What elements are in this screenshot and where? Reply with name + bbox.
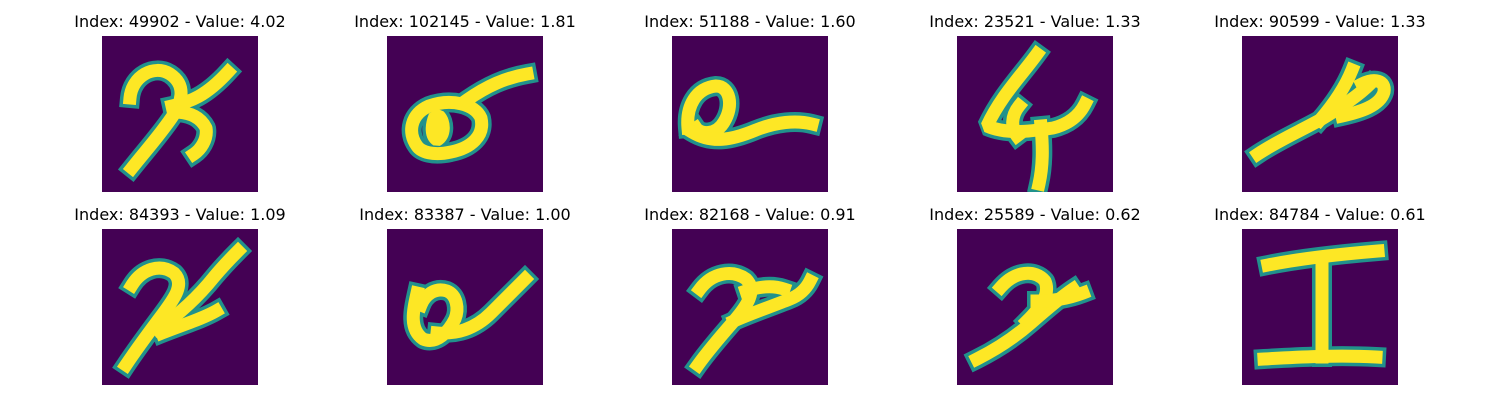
digit-image <box>102 229 258 385</box>
handwritten-loop-with-tail-icon <box>672 36 828 192</box>
digit-image <box>102 36 258 192</box>
handwritten-capital-i-icon <box>1242 229 1398 385</box>
handwritten-two-icon <box>957 229 1113 385</box>
panel-title: Index: 84784 - Value: 0.61 <box>1214 205 1426 224</box>
panel-title: Index: 84393 - Value: 1.09 <box>74 205 286 224</box>
handwritten-four-icon <box>957 36 1113 192</box>
digit-image <box>387 229 543 385</box>
digit-image <box>672 229 828 385</box>
panel-title: Index: 23521 - Value: 1.33 <box>929 12 1141 31</box>
digit-image <box>672 36 828 192</box>
digit-image <box>1242 36 1398 192</box>
panel-title: Index: 49902 - Value: 4.02 <box>74 12 286 31</box>
handwritten-slanted-stroke-icon <box>1242 36 1398 192</box>
handwritten-loop-with-tail-icon <box>387 36 543 192</box>
digit-image <box>387 36 543 192</box>
handwritten-two-looped-icon <box>102 229 258 385</box>
digit-image <box>957 229 1113 385</box>
panel-title: Index: 51188 - Value: 1.60 <box>644 12 856 31</box>
panel-title: Index: 25589 - Value: 0.62 <box>929 205 1141 224</box>
panel-title: Index: 83387 - Value: 1.00 <box>359 205 571 224</box>
panel-title: Index: 82168 - Value: 0.91 <box>644 205 856 224</box>
digit-image <box>957 36 1113 192</box>
handwritten-two-looped-icon <box>102 36 258 192</box>
panel-title: Index: 90599 - Value: 1.33 <box>1214 12 1426 31</box>
panel-title: Index: 102145 - Value: 1.81 <box>354 12 576 31</box>
handwritten-loop-with-tail-icon <box>387 229 543 385</box>
handwritten-two-icon <box>672 229 828 385</box>
digit-image <box>1242 229 1398 385</box>
